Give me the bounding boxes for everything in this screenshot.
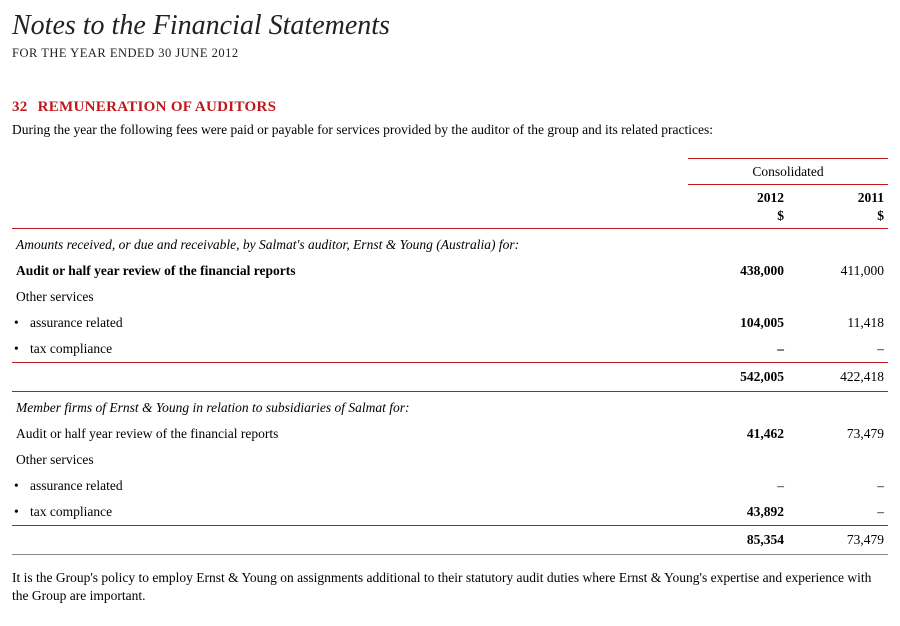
auditor-remuneration-table: Consolidated 2012 2011 $ $ Amounts recei… [12,158,888,555]
row-label: assurance related [12,473,678,499]
row-label: Audit or half year review of the financi… [12,258,678,284]
subtotal-value: 542,005 [688,363,788,392]
section-intro: During the year the following fees were … [12,122,888,138]
row-label: Audit or half year review of the financi… [12,421,678,447]
subtotal-value: 73,479 [788,526,888,555]
col-2011-year: 2011 [788,185,888,209]
row-label: tax compliance [12,336,678,363]
section-title: REMUNERATION OF AUDITORS [38,99,277,115]
block1-heading: Amounts received, or due and receivable,… [12,229,888,259]
subtotal-value: 422,418 [788,363,888,392]
cell-value: – [788,336,888,363]
page-title: Notes to the Financial Statements [12,10,888,42]
subtotal-value: 85,354 [688,526,788,555]
cell-value: – [688,336,788,363]
page-subtitle: FOR THE YEAR ENDED 30 JUNE 2012 [12,46,888,61]
section-number: 32 [12,99,28,115]
column-group-header: Consolidated [688,159,888,185]
cell-value: 438,000 [688,258,788,284]
block2-heading: Member firms of Ernst & Young in relatio… [12,392,888,422]
col-2011-unit: $ [788,208,888,229]
section-header: 32 REMUNERATION OF AUDITORS [12,99,888,116]
row-label: assurance related [12,310,678,336]
cell-value: 104,005 [688,310,788,336]
closing-paragraph: It is the Group's policy to employ Ernst… [12,569,888,605]
col-2012-year: 2012 [688,185,788,209]
cell-value: 411,000 [788,258,888,284]
cell-value: – [788,499,888,526]
cell-value: 43,892 [688,499,788,526]
row-label: Other services [12,284,678,310]
col-2012-unit: $ [688,208,788,229]
row-label: tax compliance [12,499,678,526]
cell-value: 73,479 [788,421,888,447]
cell-value: 11,418 [788,310,888,336]
cell-value: 41,462 [688,421,788,447]
cell-value: – [688,473,788,499]
row-label: Other services [12,447,678,473]
cell-value: – [788,473,888,499]
